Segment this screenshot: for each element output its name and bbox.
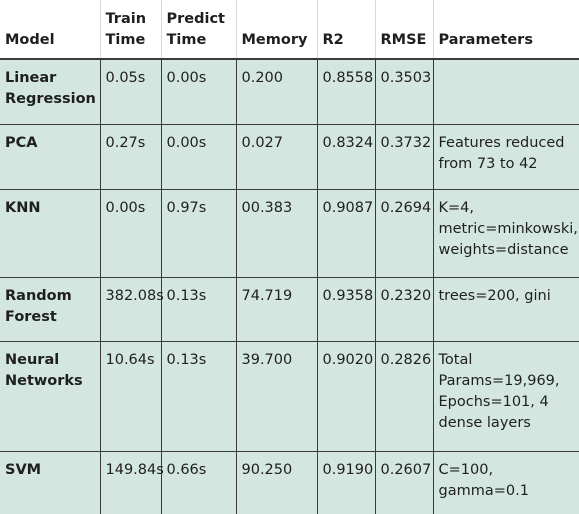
cell-train-time: 10.64s bbox=[99, 340, 162, 452]
cell-r2: 0.9358 bbox=[316, 276, 376, 342]
cell-train-time: 0.05s bbox=[99, 58, 162, 125]
header-rmse: RMSE bbox=[374, 0, 434, 60]
cell-r2: 0.9087 bbox=[316, 188, 376, 278]
cell-memory: 90.250 bbox=[235, 450, 318, 514]
cell-parameters bbox=[432, 58, 579, 125]
cell-train-time: 0.27s bbox=[99, 123, 162, 190]
cell-rmse: 0.3732 bbox=[374, 123, 434, 190]
cell-r2: 0.9020 bbox=[316, 340, 376, 452]
cell-memory: 0.200 bbox=[235, 58, 318, 125]
cell-model: Random Forest bbox=[0, 276, 101, 342]
header-memory: Memory bbox=[235, 0, 318, 60]
cell-memory: 39.700 bbox=[235, 340, 318, 452]
cell-predict-time: 0.00s bbox=[160, 123, 237, 190]
cell-train-time: 149.84s bbox=[99, 450, 164, 514]
header-predict-time: Predict Time bbox=[160, 0, 237, 60]
cell-rmse: 0.2320 bbox=[374, 276, 434, 342]
cell-predict-time: 0.13s bbox=[160, 340, 237, 452]
cell-predict-time: 0.13s bbox=[160, 276, 237, 342]
cell-model: Linear Regression bbox=[0, 58, 101, 125]
cell-rmse: 0.2607 bbox=[374, 450, 434, 514]
cell-predict-time: 0.66s bbox=[160, 450, 237, 514]
table-row: Neural Networks 10.64s 0.13s 39.700 0.90… bbox=[0, 340, 579, 452]
table-row: SVM 149.84s 0.66s 90.250 0.9190 0.2607 C… bbox=[0, 450, 579, 514]
header-parameters: Parameters bbox=[432, 0, 579, 60]
header-model: Model bbox=[0, 0, 101, 60]
cell-parameters: Total Params=19,969, Epochs=101, 4 dense… bbox=[432, 340, 579, 452]
cell-rmse: 0.2694 bbox=[374, 188, 434, 278]
cell-model: SVM bbox=[0, 450, 101, 514]
cell-predict-time: 0.97s bbox=[160, 188, 237, 278]
table-body: Linear Regression 0.05s 0.00s 0.200 0.85… bbox=[0, 58, 579, 514]
cell-parameters: Features reduced from 73 to 42 bbox=[432, 123, 579, 190]
cell-memory: 00.383 bbox=[235, 188, 318, 278]
header-row: Model Train Time Predict Time Memory R2 … bbox=[0, 0, 579, 60]
cell-model: KNN bbox=[0, 188, 101, 278]
cell-parameters: C=100, gamma=0.1 bbox=[432, 450, 579, 514]
table-row: PCA 0.27s 0.00s 0.027 0.8324 0.3732 Feat… bbox=[0, 123, 579, 190]
cell-memory: 0.027 bbox=[235, 123, 318, 190]
table-row: Random Forest 382.08s 0.13s 74.719 0.935… bbox=[0, 276, 579, 342]
cell-rmse: 0.3503 bbox=[374, 58, 434, 125]
table-header: Model Train Time Predict Time Memory R2 … bbox=[0, 0, 579, 60]
cell-model: Neural Networks bbox=[0, 340, 101, 452]
cell-train-time: 382.08s bbox=[99, 276, 164, 342]
cell-r2: 0.9190 bbox=[316, 450, 376, 514]
table-row: KNN 0.00s 0.97s 00.383 0.9087 0.2694 K=4… bbox=[0, 188, 579, 278]
cell-r2: 0.8558 bbox=[316, 58, 376, 125]
cell-rmse: 0.2826 bbox=[374, 340, 434, 452]
cell-model: PCA bbox=[0, 123, 101, 190]
cell-predict-time: 0.00s bbox=[160, 58, 237, 125]
header-train-time: Train Time bbox=[99, 0, 162, 60]
cell-parameters: trees=200, gini bbox=[432, 276, 579, 342]
table-row: Linear Regression 0.05s 0.00s 0.200 0.85… bbox=[0, 58, 579, 125]
cell-train-time: 0.00s bbox=[99, 188, 162, 278]
cell-memory: 74.719 bbox=[235, 276, 318, 342]
cell-parameters: K=4, metric=minkowski, weights=distance bbox=[432, 188, 579, 278]
header-r2: R2 bbox=[316, 0, 376, 60]
cell-r2: 0.8324 bbox=[316, 123, 376, 190]
